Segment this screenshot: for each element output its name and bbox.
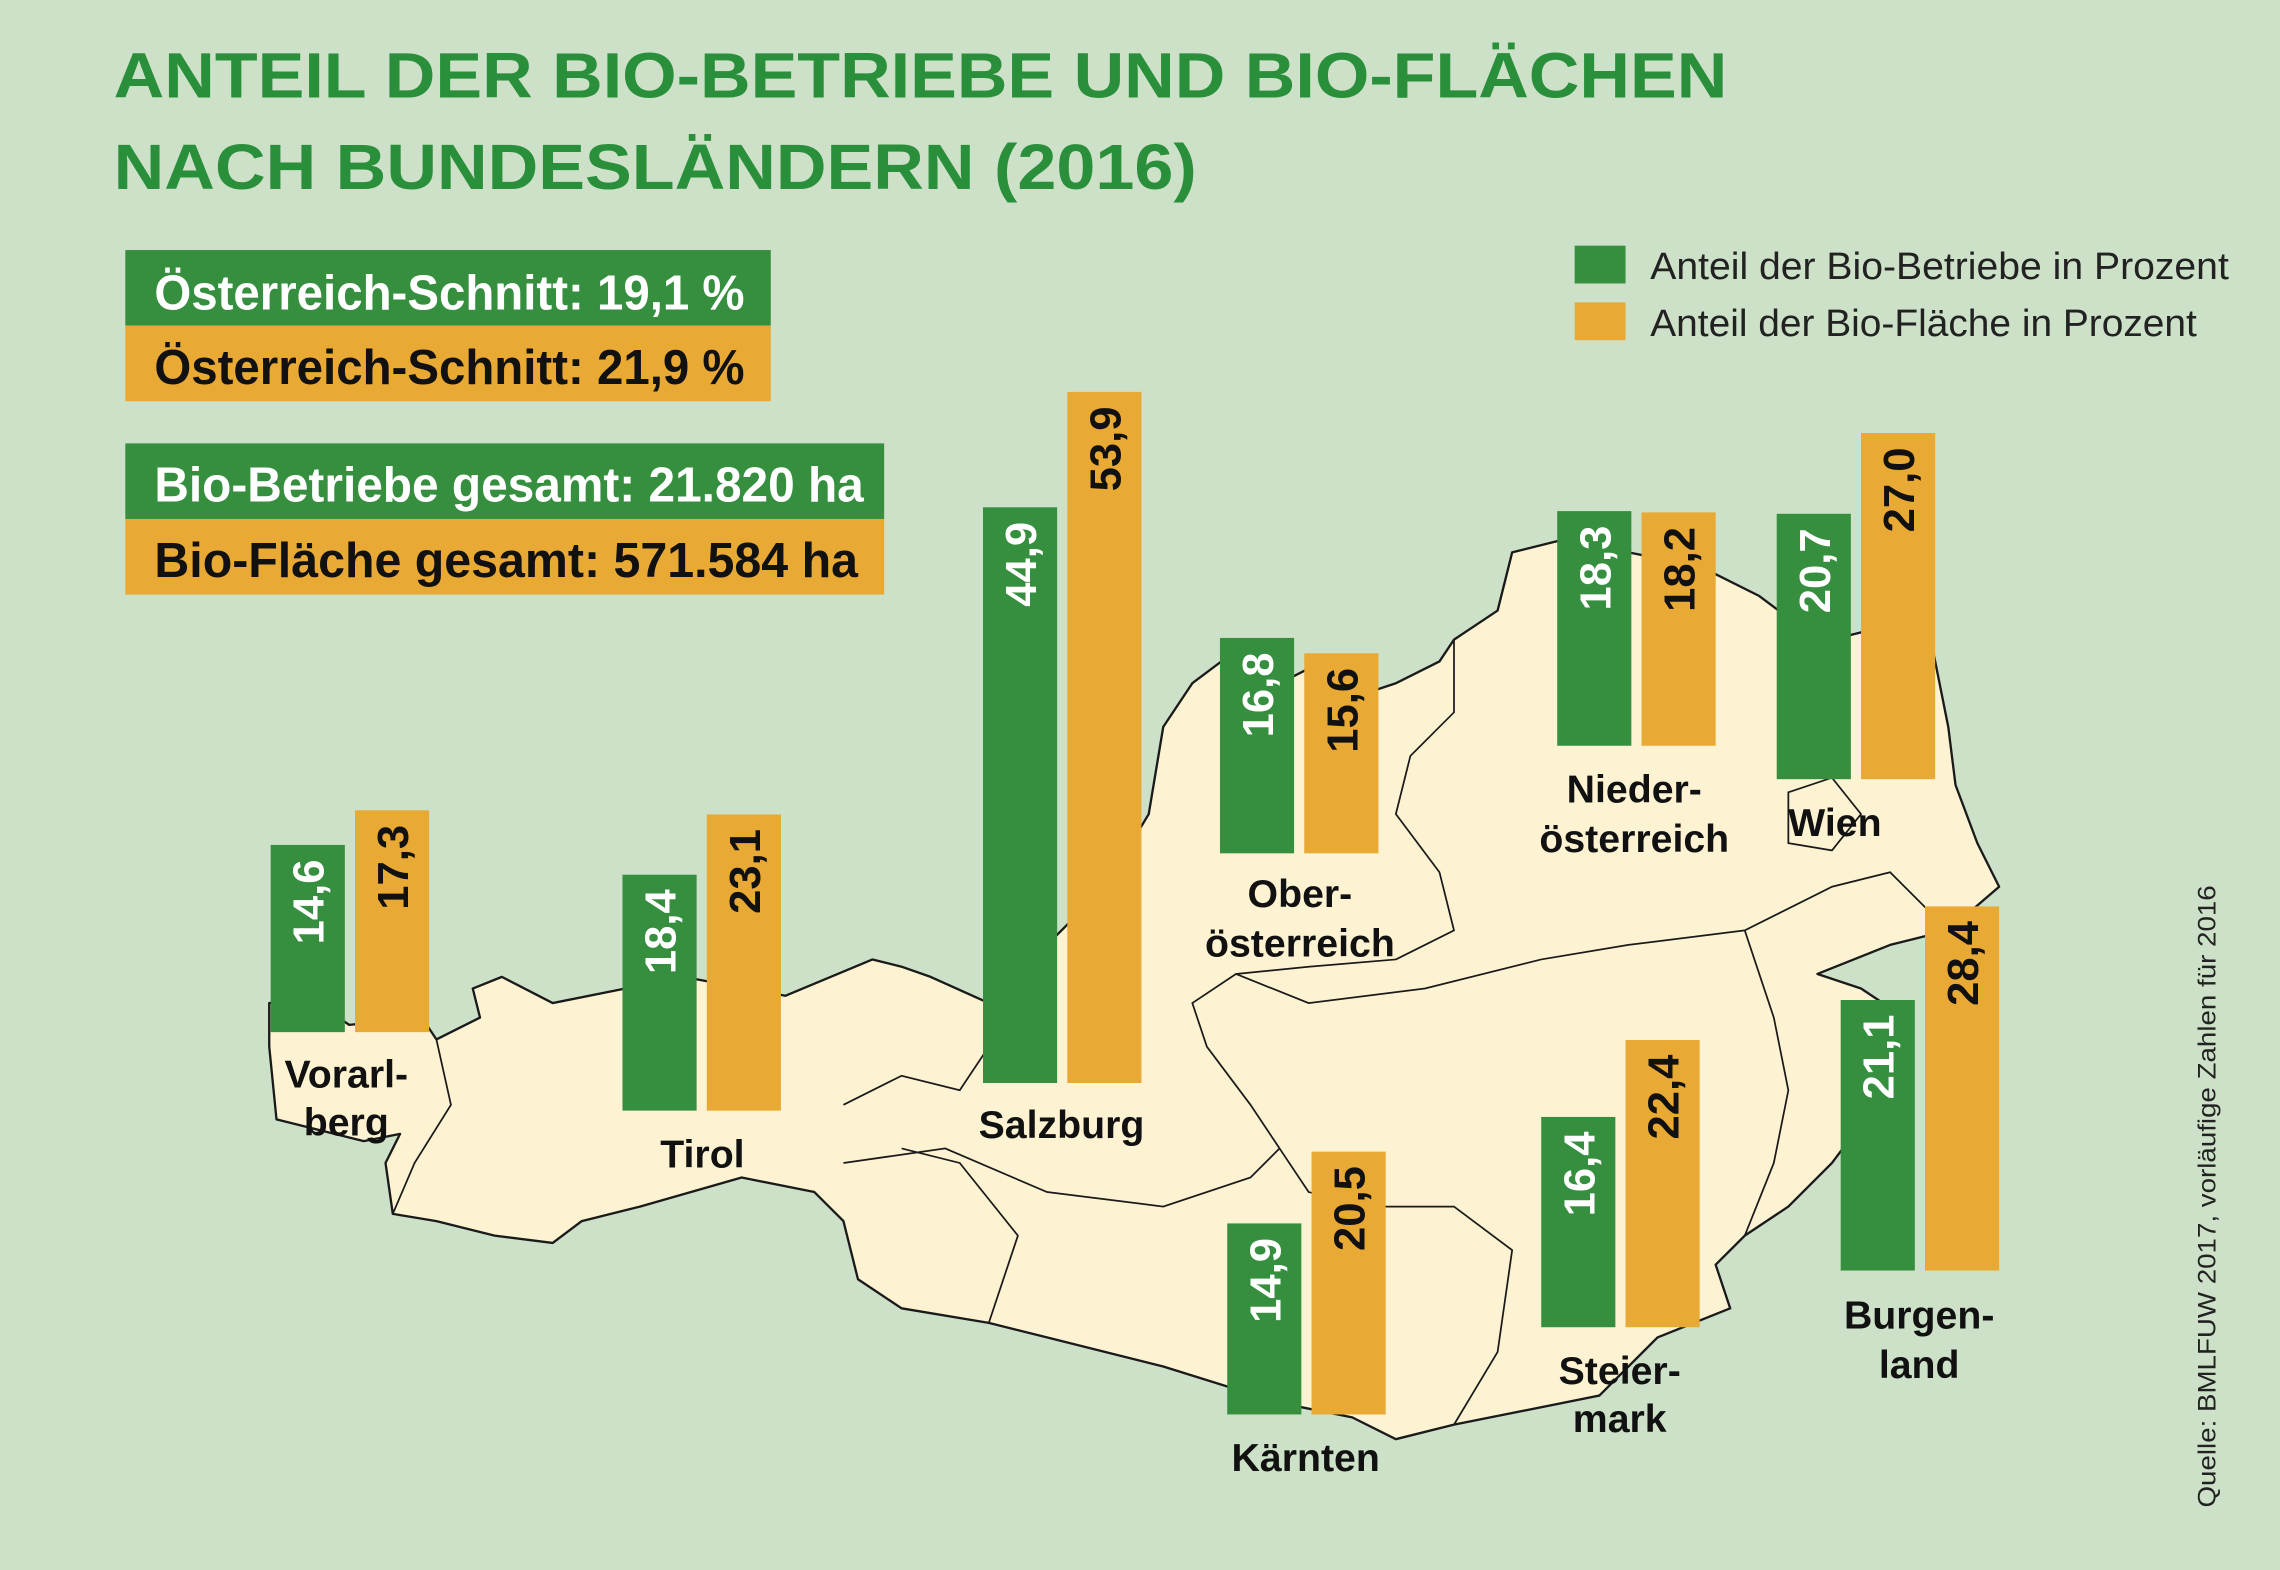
total-betriebe-text: Bio-Betriebe gesamt: 21.820 ha: [154, 458, 864, 513]
region-group: 20,7 27,0 Wien: [1776, 433, 1936, 845]
data-label-betriebe: 14,6: [286, 859, 334, 944]
data-label-betriebe: 16,8: [1235, 652, 1283, 737]
bar-betriebe: [270, 844, 345, 1033]
legend-label-betriebe: Anteil der Bio-Betriebe in Prozent: [1650, 246, 2229, 288]
bar-flaeche: [1925, 906, 2000, 1271]
data-label-betriebe: 21,1: [1856, 1015, 1904, 1100]
bar-flaeche: [1641, 512, 1716, 746]
region-group: 16,8 15,6 Ober-österreich: [1205, 637, 1395, 966]
bar-flaeche: [1067, 391, 1142, 1084]
region-borders: [391, 639, 1949, 1426]
summary-averages: Österreich-Schnitt: 19,1 % Österreich-Sc…: [125, 250, 771, 402]
bar-betriebe: [622, 874, 697, 1111]
data-label-betriebe: 44,9: [998, 522, 1046, 607]
source-note: Quelle: BMLFUW 2017, vorläufige Zahlen f…: [2195, 885, 2222, 1507]
bar-flaeche: [706, 814, 781, 1111]
bar-flaeche: [355, 810, 430, 1033]
region-label: land: [1879, 1343, 1960, 1387]
total-flaeche-box: [125, 518, 885, 595]
region-label: österreich: [1205, 922, 1395, 966]
data-label-flaeche: 20,5: [1327, 1166, 1375, 1251]
region-label: österreich: [1539, 817, 1729, 861]
data-label-betriebe: 14,9: [1242, 1238, 1290, 1323]
avg-betriebe-text: Österreich-Schnitt: 19,1 %: [154, 266, 744, 321]
data-label-flaeche: 18,2: [1657, 527, 1705, 612]
region-group: 18,3 18,2 Nieder-österreich: [1539, 511, 1729, 861]
legend-swatch-flaeche: [1574, 302, 1626, 341]
region-group: 14,6 17,3 Vorarl-berg: [270, 810, 430, 1144]
avg-flaeche-box: [125, 325, 771, 402]
bar-flaeche: [1311, 1151, 1386, 1415]
bar-betriebe: [1776, 513, 1851, 780]
total-flaeche-text: Bio-Fläche gesamt: 571.584 ha: [154, 533, 858, 588]
data-label-betriebe: 20,7: [1792, 528, 1840, 613]
region-label: mark: [1573, 1397, 1667, 1441]
bar-betriebe: [1219, 637, 1295, 854]
legend: Anteil der Bio-Betriebe in Prozent Antei…: [1574, 245, 2229, 345]
bar-flaeche: [1861, 433, 1936, 780]
region-label: Salzburg: [979, 1103, 1145, 1147]
legend-label-flaeche: Anteil der Bio-Fläche in Prozent: [1650, 303, 2197, 345]
title-line-2: NACH BUNDESLÄNDERN (2016): [114, 131, 1197, 203]
region-label: Burgen-: [1844, 1294, 1994, 1338]
data-label-betriebe: 18,3: [1572, 526, 1620, 611]
region-group: 18,4 23,1 Tirol: [622, 814, 781, 1176]
region-label: Nieder-: [1567, 767, 1702, 811]
region-group: 21,1 28,4 Burgen-land: [1840, 906, 2000, 1387]
region-label: Steier-: [1559, 1349, 1681, 1393]
data-label-betriebe: 16,4: [1556, 1131, 1604, 1217]
avg-flaeche-text: Österreich-Schnitt: 21,9 %: [154, 340, 744, 395]
region-label: berg: [304, 1100, 389, 1144]
bars: 14,6 17,3 Vorarl-berg 18,4 23,1 Tirol 44,9 53,9…: [270, 391, 2000, 1480]
data-label-flaeche: 17,3: [370, 825, 418, 910]
bar-betriebe: [1541, 1116, 1616, 1328]
bar-betriebe: [1227, 1223, 1302, 1415]
data-label-flaeche: 15,6: [1319, 668, 1367, 753]
region-group: 16,4 22,4 Steier-mark: [1541, 1040, 1700, 1441]
data-label-flaeche: 27,0: [1876, 448, 1924, 533]
data-label-betriebe: 18,4: [638, 889, 686, 975]
region-label: Wien: [1788, 801, 1881, 845]
data-label-flaeche: 23,1: [722, 829, 770, 914]
avg-betriebe-box: [125, 250, 771, 326]
region-label: Kärnten: [1232, 1436, 1380, 1480]
summary-totals: Bio-Betriebe gesamt: 21.820 ha Bio-Fläch…: [125, 443, 885, 595]
bar-betriebe: [1840, 999, 1915, 1271]
bar-flaeche: [1625, 1040, 1700, 1328]
region-group: 44,9 53,9 Salzburg: [979, 391, 1145, 1147]
region-label: Ober-: [1248, 872, 1353, 916]
region-label: Tirol: [660, 1132, 744, 1176]
bar-flaeche: [1304, 653, 1379, 854]
legend-swatch-betriebe: [1574, 245, 1626, 284]
region-label: Vorarl-: [284, 1052, 408, 1096]
region-group: 14,9 20,5 Kärnten: [1227, 1151, 1386, 1480]
bar-betriebe: [1557, 511, 1632, 746]
bar-betriebe: [983, 507, 1058, 1084]
title-line-1: ANTEIL DER BIO-BETRIEBE UND BIO-FLÄCHEN: [114, 39, 1728, 111]
total-betriebe-box: [125, 443, 885, 519]
data-label-flaeche: 53,9: [1082, 406, 1130, 491]
data-label-flaeche: 28,4: [1940, 920, 1988, 1006]
data-label-flaeche: 22,4: [1641, 1054, 1689, 1140]
